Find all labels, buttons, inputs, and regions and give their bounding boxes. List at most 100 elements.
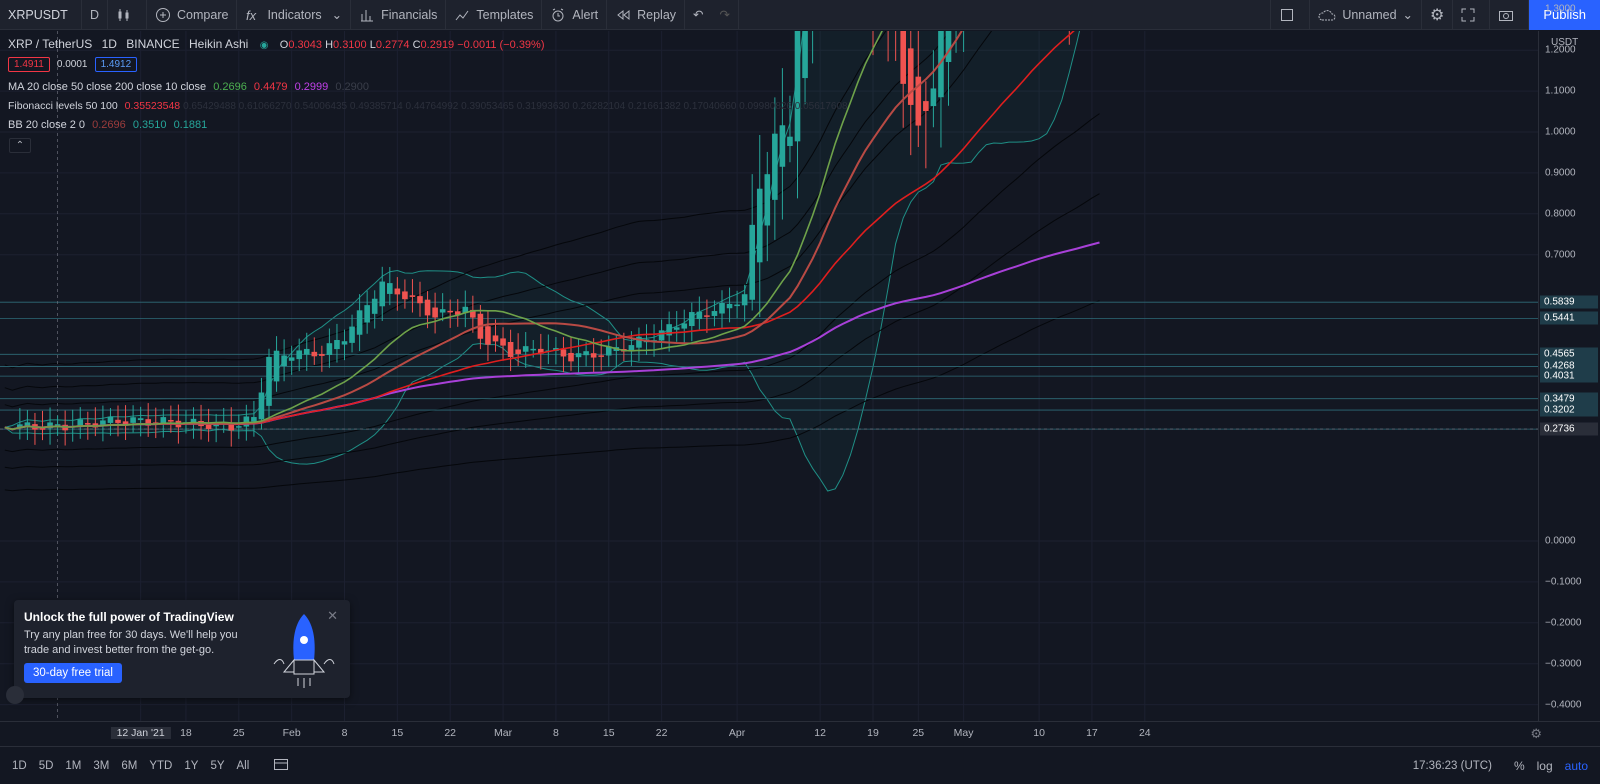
settings-button[interactable]: ⚙	[1422, 0, 1454, 30]
compare-label: Compare	[177, 7, 229, 22]
indicators-button[interactable]: fx Indicators ⌄	[237, 0, 352, 30]
ma-value-1: 0.2696	[213, 81, 247, 93]
toolbar-right: Unnamed ⌄ ⚙ Publish	[1270, 0, 1600, 30]
snapshot-button[interactable]	[1490, 0, 1530, 30]
promo-title: Unlock the full power of TradingView	[24, 610, 234, 624]
candle-body	[598, 355, 604, 357]
close-icon[interactable]: ✕	[327, 608, 338, 623]
candle-body	[424, 299, 431, 316]
candle-body	[530, 348, 537, 351]
candle-body	[568, 352, 574, 362]
currency-label: USDT	[1551, 37, 1579, 48]
chart-style-button[interactable]	[108, 0, 148, 30]
candle-body	[734, 304, 740, 307]
candle-body	[454, 311, 461, 315]
utc-clock[interactable]: 17:36:23 (UTC)	[1412, 759, 1492, 772]
calendar-icon	[274, 759, 289, 770]
bollinger-upper-line	[4, 31, 804, 428]
range-button-ytd[interactable]: YTD	[149, 759, 173, 772]
candle-body	[85, 423, 91, 425]
candle-body	[794, 31, 801, 142]
time-tick-label: 22	[444, 727, 457, 739]
ask-box[interactable]: 1.4912	[94, 57, 138, 72]
range-button-3m[interactable]: 3M	[93, 759, 110, 772]
fullscreen-icon	[1461, 8, 1475, 21]
range-button-5d[interactable]: 5D	[38, 759, 54, 772]
compare-button[interactable]: Compare	[147, 0, 238, 30]
axis-settings-gear-icon[interactable]: ⚙	[1530, 726, 1542, 741]
bb-legend[interactable]: BB 20 close 2 0 0.2696 0.3510 0.1881	[8, 119, 207, 131]
candle-body	[590, 353, 597, 358]
candle-body	[130, 417, 136, 423]
candle-body	[319, 354, 325, 356]
candle-body	[605, 346, 612, 356]
main-series-legend: XRP / TetherUS 1D BINANCE Heikin Ashi ◉ …	[8, 37, 545, 51]
templates-button[interactable]: Templates	[446, 0, 543, 30]
goto-date-button[interactable]	[273, 757, 289, 774]
ma-name: MA 20 close 50 close 200 close 10 close	[8, 81, 207, 93]
candle-body	[356, 310, 363, 335]
time-axis[interactable]: ⚙ 12 Jan '21 18 25 Feb 8 15 22 Mar 8 15 22 Apr 12 19 2…	[0, 721, 1600, 745]
candle-body	[24, 422, 31, 426]
candle-body	[439, 309, 446, 313]
candle-body	[938, 31, 944, 98]
time-tick-label: Feb	[282, 727, 301, 739]
save-layout-button[interactable]: Unnamed ⌄	[1310, 0, 1423, 30]
log-scale-toggle[interactable]: log	[1536, 758, 1553, 773]
publish-button[interactable]: Publish	[1529, 0, 1600, 30]
free-trial-button[interactable]: 30-day free trial	[24, 663, 122, 683]
ma-legend[interactable]: MA 20 close 50 close 200 close 10 close …	[8, 81, 369, 93]
fib-legend[interactable]: Fibonacci levels 50 100 0.35523548 0.654…	[8, 100, 848, 112]
candle-body	[334, 340, 340, 350]
candle-body	[296, 350, 302, 360]
undo-button[interactable]: ↶	[685, 0, 711, 30]
candle-body	[666, 324, 672, 336]
gear-icon: ⚙	[1430, 6, 1445, 24]
candle-body	[522, 346, 529, 352]
candle-body	[251, 417, 257, 422]
candle-body	[945, 31, 952, 62]
candle-body	[402, 291, 408, 300]
range-button-6m[interactable]: 6M	[121, 759, 138, 772]
redo-icon: ↷	[719, 8, 730, 22]
interval-button[interactable]: D	[82, 0, 109, 30]
rocket-icon	[273, 614, 335, 688]
range-button-1y[interactable]: 1Y	[184, 759, 199, 772]
candle-body	[311, 351, 318, 357]
change-value: −0.0011 (−0.39%)	[457, 39, 545, 51]
financials-button[interactable]: Financials	[351, 0, 447, 30]
candle-body	[704, 315, 710, 317]
candle-body	[107, 416, 114, 423]
range-button-1m[interactable]: 1M	[65, 759, 82, 772]
cloud-icon	[1318, 9, 1336, 20]
candle-body	[115, 419, 121, 423]
price-chart[interactable]	[0, 31, 1538, 721]
percent-scale-toggle[interactable]: %	[1513, 758, 1525, 773]
candle-body	[492, 335, 499, 342]
symbol-title[interactable]: XRP / TetherUS	[8, 37, 93, 51]
time-tick-label: 17	[1086, 727, 1098, 739]
open-label: O	[279, 39, 289, 51]
time-tick-label: 15	[391, 727, 404, 739]
auto-scale-toggle[interactable]: auto	[1564, 758, 1588, 773]
candle-body	[228, 423, 235, 431]
templates-icon	[456, 10, 469, 20]
alert-button[interactable]: Alert	[542, 0, 608, 30]
range-button-5y[interactable]: 5Y	[210, 759, 225, 772]
range-button-all[interactable]: All	[236, 759, 250, 772]
chart-navigation-button[interactable]	[6, 686, 24, 704]
replay-button[interactable]: Replay	[607, 0, 686, 30]
candle-body	[168, 420, 174, 422]
low-label: L	[369, 39, 376, 51]
fullscreen-button[interactable]	[1453, 0, 1491, 30]
layout-select-button[interactable]	[1270, 0, 1311, 30]
candle-body	[628, 345, 635, 351]
bid-box[interactable]: 1.4911	[8, 57, 50, 72]
symbol-search-button[interactable]: XRPUSDT	[0, 0, 82, 30]
candle-body	[409, 295, 416, 297]
collapse-legend-button[interactable]: ⌃	[9, 138, 31, 153]
range-button-1d[interactable]: 1D	[12, 759, 27, 772]
candle-body	[122, 421, 129, 425]
redo-button[interactable]: ↷	[712, 0, 739, 30]
